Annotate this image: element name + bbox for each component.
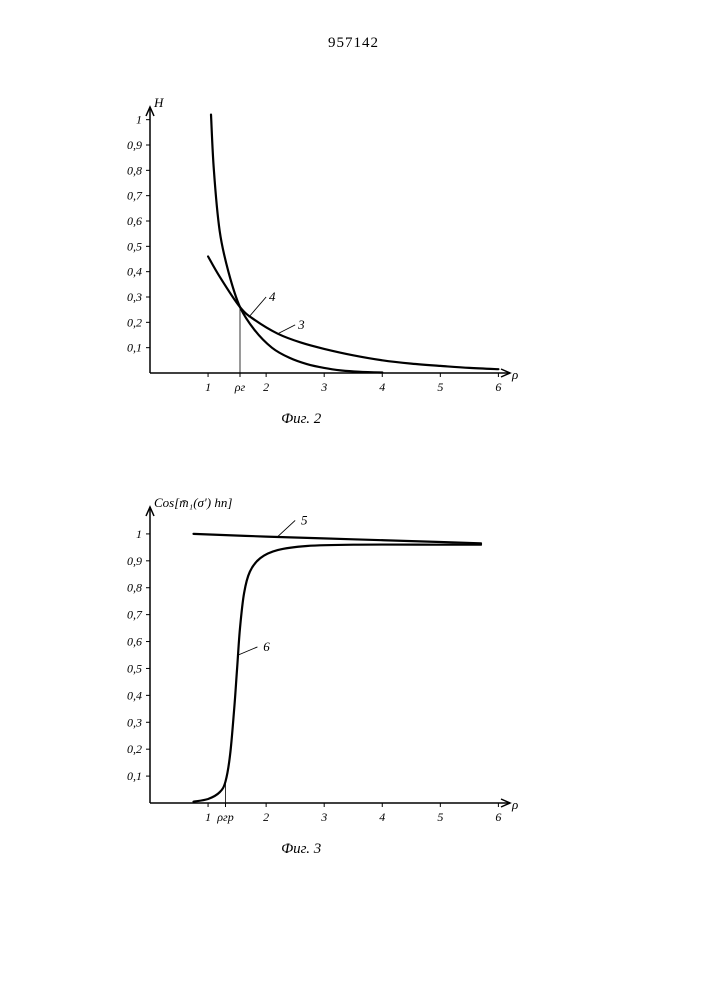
doc-number: 957142	[0, 35, 707, 52]
xtick-label: 4	[379, 810, 385, 824]
ytick-label: 0,5	[127, 661, 142, 675]
curve-6-label: 6	[263, 639, 270, 654]
xtick-label: 4	[379, 380, 385, 394]
ytick-label: 0,3	[127, 715, 142, 729]
curve-3-label: 3	[297, 317, 305, 332]
ytick-label: 0,6	[127, 635, 142, 649]
chart-fig2: 1234560,10,20,30,40,50,60,70,80,91Hρρг34…	[95, 95, 525, 435]
caption: Фиг. 2	[281, 411, 322, 427]
xtick-label: 2	[263, 810, 269, 824]
curve-4-label: 4	[269, 289, 276, 304]
xtick-label: 5	[437, 810, 443, 824]
ytick-label: 0,7	[127, 189, 143, 203]
ytick-label: 0,6	[127, 214, 142, 228]
ytick-label: 0,1	[127, 341, 142, 355]
ytick-label: 0,8	[127, 581, 142, 595]
ytick-label: 0,8	[127, 163, 142, 177]
y-axis-label: H	[153, 95, 164, 110]
x-axis-label: ρ	[511, 367, 518, 382]
curve-4	[211, 115, 382, 373]
ytick-label: 1	[136, 527, 142, 541]
xtick-label: 5	[437, 380, 443, 394]
ytick-label: 0,5	[127, 239, 142, 253]
x-axis-label: ρ	[511, 797, 518, 812]
ytick-label: 0,2	[127, 315, 142, 329]
chart-fig3: 1 2 3 4 5 6 0,1 0,2 0,3 0,4 0,5 0,6 0,7 0,8 0,9 1 Cos[m̄…	[95, 495, 525, 865]
ytick-label: 0,9	[127, 138, 142, 152]
xtick-label: 1	[205, 380, 211, 394]
xtick-label: 2	[263, 380, 269, 394]
curve-5	[194, 534, 482, 543]
xtick-label: 3	[320, 380, 327, 394]
curve-5-label: 5	[301, 512, 308, 527]
rho-gr-label: ρгр	[216, 810, 233, 824]
xtick-label: 6	[495, 810, 501, 824]
xtick-label: 3	[320, 810, 327, 824]
y-axis-label: Cos[m̄₁(σ′) hn]	[154, 495, 232, 510]
ytick-label: 1	[136, 113, 142, 127]
xtick-label: 1	[205, 810, 211, 824]
ytick-label: 0,9	[127, 554, 142, 568]
ytick-label: 0,7	[127, 608, 143, 622]
ytick-label: 0,4	[127, 265, 142, 279]
ytick-label: 0,3	[127, 290, 142, 304]
curve-3	[208, 257, 498, 370]
ytick-label: 0,4	[127, 688, 142, 702]
rho-gr-label: ρг	[234, 380, 246, 394]
ytick-label: 0,1	[127, 769, 142, 783]
ytick-label: 0,2	[127, 742, 142, 756]
xtick-label: 6	[495, 380, 501, 394]
curve-6	[194, 545, 482, 802]
caption: Фиг. 3	[281, 841, 321, 857]
